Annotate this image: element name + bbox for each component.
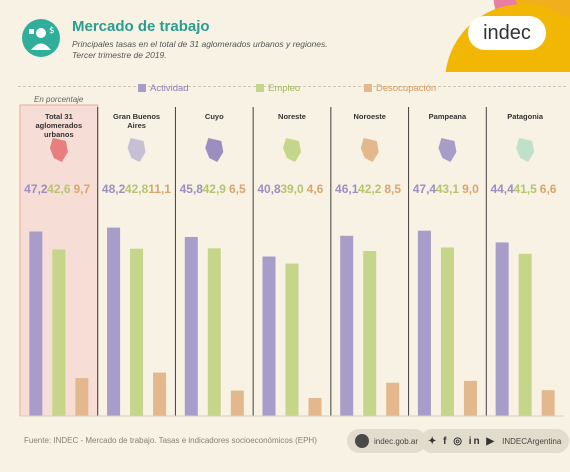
web-icon <box>355 434 369 448</box>
page-title: Mercado de trabajo <box>72 18 210 35</box>
labor-market-icon: $ <box>22 19 60 57</box>
category-label: Noreste <box>278 112 306 121</box>
value-label: 47,2 <box>24 182 48 196</box>
value-label: 42,2 <box>358 182 382 196</box>
unit-label: En porcentaje <box>34 95 84 104</box>
indec-logo: indec <box>468 16 546 50</box>
value-label: 11,1 <box>148 182 171 196</box>
bar-desocupacin-3 <box>308 398 322 416</box>
value-label: 42,9 <box>203 182 227 196</box>
value-label: 43,1 <box>436 182 460 196</box>
bar-empleo-6 <box>518 253 532 416</box>
bar-desocupacin-1 <box>153 372 167 416</box>
legend-swatch-actividad <box>138 84 146 93</box>
value-label: 44,4 <box>490 182 514 196</box>
bar-desocupacin-2 <box>230 390 244 416</box>
category-label: Patagonia <box>507 112 544 121</box>
bar-empleo-5 <box>440 247 454 416</box>
value-label: 46,1 <box>335 182 359 196</box>
category-label: Noroeste <box>353 112 386 121</box>
bar-empleo-0 <box>52 249 66 416</box>
social-handle: INDECArgentina <box>502 436 562 446</box>
legend-swatch-empleo <box>256 84 264 93</box>
bar-actividad-4 <box>340 235 354 416</box>
page-subtitle: Principales tasas en el total de 31 aglo… <box>72 39 328 61</box>
legend-label-empleo: Empleo <box>268 83 301 94</box>
value-label: 41,5 <box>513 182 537 196</box>
social-links[interactable]: ✦ f ◎ in ▶ INDECArgentina <box>420 429 570 453</box>
category-label: Cuyo <box>205 112 224 121</box>
source-note: Fuente: INDEC - Mercado de trabajo. Tasa… <box>24 436 317 445</box>
legend-swatch-desocupacion <box>364 84 372 93</box>
bar-actividad-5 <box>417 230 431 416</box>
bar-desocupacin-6 <box>541 390 555 416</box>
region-map-icon <box>516 138 535 162</box>
bar-empleo-2 <box>207 248 221 416</box>
bar-empleo-4 <box>363 251 377 416</box>
value-label: 42,8 <box>125 182 149 196</box>
subtitle-line-2: Tercer trimestre de 2019. <box>72 50 167 60</box>
value-label: 8,5 <box>384 182 401 196</box>
value-label: 4,6 <box>307 182 324 196</box>
region-map-icon <box>360 138 379 162</box>
social-icons: ✦ f ◎ in ▶ <box>428 435 497 447</box>
bar-actividad-2 <box>184 236 198 416</box>
value-label: 6,6 <box>540 182 557 196</box>
value-label: 6,5 <box>229 182 246 196</box>
legend-label-actividad: Actividad <box>150 83 189 94</box>
brand-yellow-top-shape <box>515 0 570 42</box>
value-label: 47,4 <box>413 182 437 196</box>
legend-empleo: Empleo <box>256 83 300 94</box>
bar-empleo-3 <box>285 263 299 416</box>
region-map-icon <box>49 138 68 162</box>
value-label: 42,6 <box>47 182 71 196</box>
category-label: Total 31 <box>45 112 73 121</box>
bar-desocupacin-5 <box>463 380 477 416</box>
value-label: 48,2 <box>102 182 126 196</box>
svg-text:$: $ <box>49 26 55 36</box>
legend-actividad: Actividad <box>138 83 189 94</box>
value-label: 39,0 <box>280 182 304 196</box>
bar-actividad-1 <box>107 227 121 416</box>
website-link[interactable]: indec.gob.ar <box>347 429 427 453</box>
bar-actividad-6 <box>495 242 509 416</box>
value-label: 45,8 <box>180 182 204 196</box>
category-label: urbanos <box>44 130 74 139</box>
category-label: Gran Buenos <box>113 112 160 121</box>
website-label: indec.gob.ar <box>374 436 419 446</box>
subtitle-line-1: Principales tasas en el total de 31 aglo… <box>72 39 328 49</box>
region-map-icon <box>438 138 457 162</box>
value-label: 40,8 <box>257 182 281 196</box>
region-map-icon <box>205 138 224 162</box>
bar-actividad-0 <box>29 231 43 416</box>
region-map-icon <box>283 138 301 162</box>
bar-desocupacin-4 <box>386 382 400 416</box>
value-label: 9,0 <box>462 182 479 196</box>
bar-desocupacin-0 <box>75 378 89 416</box>
value-label: 9,7 <box>74 182 91 196</box>
category-label: aglomerados <box>36 121 83 130</box>
category-label: Pampeana <box>429 112 467 121</box>
category-label: Aires <box>127 121 146 130</box>
region-map-icon <box>127 138 146 162</box>
bar-empleo-1 <box>130 248 144 416</box>
legend-label-desocupacion: Desocupación <box>376 83 437 94</box>
legend-desocupacion: Desocupación <box>364 83 436 94</box>
bar-actividad-3 <box>262 256 276 416</box>
legend-divider <box>18 86 566 87</box>
